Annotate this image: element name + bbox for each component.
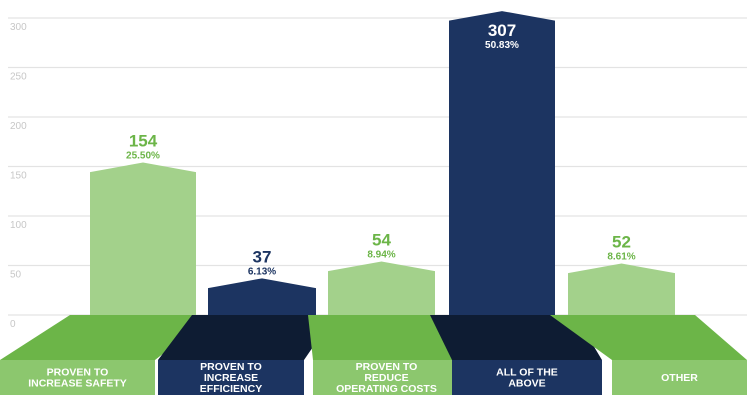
percent-label: 25.50% [126,151,160,162]
category-label-line: OPERATING COSTS [336,383,437,395]
category-label: OTHER [661,372,698,384]
percent-label: 8.94% [367,250,395,261]
category-label-line: PROVEN TO [200,361,262,373]
category-label: PROVEN TO INCREASE SAFETY [28,367,127,390]
bar-base-3 [308,315,460,360]
category-label-box [452,360,602,395]
value-label: 37 [253,247,272,266]
bar-base-1 [0,315,213,360]
value-label: 54 [372,231,391,250]
bar-base-4 [430,315,602,360]
value-label: 154 [129,132,158,151]
y-tick-label: 0 [10,319,16,330]
category-label-line: PROVEN TO [47,367,109,379]
category-label-line: INCREASE SAFETY [28,378,127,390]
y-tick-label: 200 [10,121,27,132]
category-label-line: PROVEN TO [356,361,418,373]
bar-base-2 [158,315,335,360]
y-tick-label: 50 [10,270,22,281]
percent-label: 50.83% [485,40,519,51]
category-label: PROVEN TO INCREASE EFFICIENCY [200,361,262,395]
category-label-box [612,360,747,395]
category-label-line: INCREASE [204,372,258,384]
y-tick-label: 100 [10,220,27,231]
category-label-line: OTHER [661,372,698,384]
bar-1 [90,162,196,315]
y-tick-label: 250 [10,72,27,83]
bar-layer [90,11,675,315]
base-layer [0,315,747,395]
category-label-line: ALL OF THE [496,367,558,379]
label-layer: PROVEN TO INCREASE SAFETY15425.50%PROVEN … [28,21,698,395]
category-label: PROVEN TO REDUCE OPERATING COSTS [336,361,437,395]
bar-base-5 [550,315,747,360]
category-label-line: EFFICIENCY [200,383,262,395]
value-label: 307 [488,21,516,40]
bar-3 [328,261,435,315]
category-label: ALL OF THE ABOVE [496,367,558,390]
y-tick-label: 300 [10,22,27,33]
category-label-line: REDUCE [364,372,408,384]
y-tick-label: 150 [10,171,27,182]
category-label-line: ABOVE [508,378,545,390]
percent-label: 8.61% [607,252,635,263]
category-label-box [313,360,460,395]
bar-4 [449,11,555,315]
value-label: 52 [612,233,631,252]
bar-5 [568,263,675,315]
percent-label: 6.13% [248,266,276,277]
category-label-box [158,360,304,395]
category-label-box [0,360,155,395]
bar-2 [208,278,316,315]
